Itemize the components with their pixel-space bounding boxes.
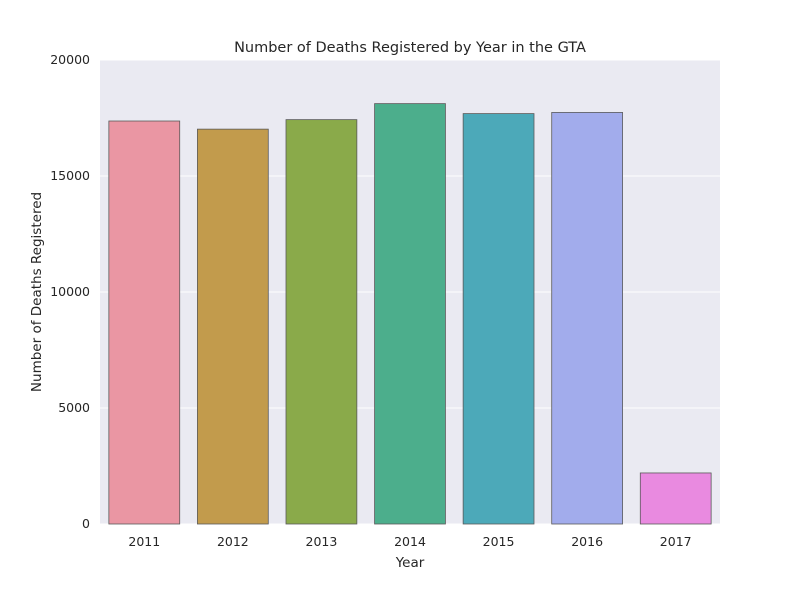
x-tick-label: 2012 (217, 534, 249, 549)
y-tick-label: 0 (82, 516, 90, 531)
bar-2011 (108, 120, 181, 525)
bar-2012 (197, 128, 269, 525)
x-axis-label: Year (395, 555, 425, 571)
y-tick-label: 15000 (50, 168, 90, 183)
y-tick-label: 5000 (58, 400, 90, 415)
bar-2013 (285, 119, 358, 525)
bar-2016 (551, 112, 623, 525)
bars (108, 103, 712, 525)
bar-2017 (639, 472, 712, 525)
y-axis-label: Number of Deaths Registered (29, 192, 45, 392)
bar-2014 (374, 103, 446, 525)
x-tick-label: 2011 (128, 534, 160, 549)
y-tick-label: 10000 (50, 284, 90, 299)
y-tick-labels: 0 5000 10000 15000 20000 (50, 52, 90, 531)
bar-2015 (462, 113, 535, 525)
x-tick-label: 2013 (306, 534, 338, 549)
x-tick-label: 2016 (571, 534, 603, 549)
x-tick-labels: 2011 2012 2013 2014 2015 2016 2017 (128, 534, 691, 549)
x-tick-label: 2015 (483, 534, 515, 549)
x-tick-label: 2017 (660, 534, 692, 549)
x-tick-label: 2014 (394, 534, 426, 549)
chart-title: Number of Deaths Registered by Year in t… (234, 40, 586, 56)
y-tick-label: 20000 (50, 52, 90, 67)
